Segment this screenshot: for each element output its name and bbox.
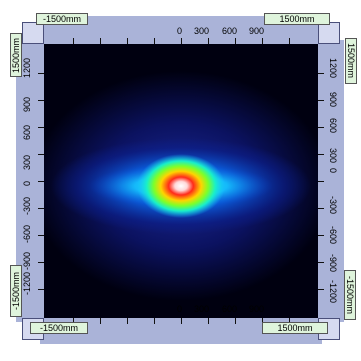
right-ruler-label: -1200 bbox=[328, 280, 338, 304]
left-ruler-label: 900 bbox=[22, 96, 32, 112]
top-ruler-label: 600 bbox=[222, 26, 238, 36]
ruler-tick bbox=[318, 181, 324, 182]
ruler-tick bbox=[38, 262, 44, 263]
ruler-tick bbox=[38, 100, 44, 101]
top-ruler-label: 900 bbox=[249, 26, 265, 36]
right-ruler-label: -300 bbox=[328, 196, 338, 215]
top-right-range-tag[interactable]: 1500mm bbox=[264, 13, 330, 25]
ruler-tick bbox=[235, 318, 236, 324]
ruler-tick bbox=[127, 318, 128, 324]
bottom-ruler-label: 0 bbox=[177, 304, 183, 314]
corner-top-left bbox=[22, 22, 44, 44]
ruler-tick bbox=[181, 318, 182, 324]
right-ruler-label: 0 bbox=[328, 168, 338, 174]
bottom-right-range-tag[interactable]: 1500mm bbox=[262, 322, 328, 334]
ruler-tick bbox=[208, 318, 209, 324]
bottom-ruler-label: 600 bbox=[222, 304, 238, 314]
ruler-tick bbox=[73, 38, 74, 44]
right-ruler-label: 600 bbox=[328, 118, 338, 134]
ruler-tick bbox=[318, 127, 324, 128]
left-ruler-label: 300 bbox=[22, 154, 32, 170]
ruler-tick bbox=[100, 318, 101, 324]
left-top-range-tag[interactable]: 1500mm bbox=[10, 33, 22, 77]
ruler-tick bbox=[100, 38, 101, 44]
ruler-tick bbox=[208, 38, 209, 44]
ruler-tick bbox=[127, 38, 128, 44]
bottom-ruler-label: 300 bbox=[194, 304, 210, 314]
ruler-tick bbox=[235, 38, 236, 44]
left-ruler-label: -600 bbox=[22, 224, 32, 243]
left-ruler-label: -1200 bbox=[22, 271, 32, 295]
ruler-tick bbox=[318, 262, 324, 263]
left-ruler-label: -300 bbox=[22, 196, 32, 215]
ruler-tick bbox=[318, 154, 324, 155]
ruler-tick bbox=[262, 318, 263, 324]
right-top-range-tag[interactable]: 1500mm bbox=[345, 38, 357, 84]
beam-intensity-map[interactable] bbox=[44, 44, 318, 318]
right-ruler-label: -900 bbox=[328, 254, 338, 273]
ruler-tick bbox=[154, 318, 155, 324]
bottom-left-range-tag[interactable]: -1500mm bbox=[30, 322, 88, 334]
right-bottom-range-tag[interactable]: -1500mm bbox=[344, 270, 356, 320]
left-ruler-label: 0 bbox=[22, 180, 32, 186]
ruler-tick bbox=[73, 318, 74, 324]
ruler-tick bbox=[38, 181, 44, 182]
left-bottom-range-tag[interactable]: -1500mm bbox=[10, 265, 22, 317]
ruler-tick bbox=[318, 289, 324, 290]
ruler-tick bbox=[289, 38, 290, 44]
ruler-tick bbox=[38, 208, 44, 209]
ruler-tick bbox=[38, 154, 44, 155]
ruler-tick bbox=[289, 318, 290, 324]
ruler-tick bbox=[38, 289, 44, 290]
ruler-tick bbox=[318, 73, 324, 74]
left-ruler-label: 600 bbox=[22, 124, 32, 140]
corner-top-right bbox=[318, 22, 340, 44]
ruler-tick bbox=[38, 127, 44, 128]
top-left-range-tag[interactable]: -1500mm bbox=[36, 13, 88, 25]
ruler-tick bbox=[318, 235, 324, 236]
ruler-tick bbox=[318, 208, 324, 209]
ruler-tick bbox=[38, 235, 44, 236]
ruler-tick bbox=[181, 38, 182, 44]
left-ruler-label: -900 bbox=[22, 251, 32, 270]
ruler-tick bbox=[262, 38, 263, 44]
right-ruler-label: 1200 bbox=[328, 58, 338, 79]
right-ruler-label: 900 bbox=[328, 92, 338, 108]
ruler-tick bbox=[154, 38, 155, 44]
ruler-tick bbox=[38, 73, 44, 74]
bottom-ruler-label: 900 bbox=[249, 304, 265, 314]
left-ruler-label: 1200 bbox=[22, 57, 32, 78]
top-ruler-label: 0 bbox=[177, 26, 183, 36]
right-ruler-label: -600 bbox=[328, 226, 338, 245]
top-ruler-label: 300 bbox=[194, 26, 210, 36]
ruler-tick bbox=[318, 100, 324, 101]
right-ruler-label: 300 bbox=[328, 148, 338, 164]
